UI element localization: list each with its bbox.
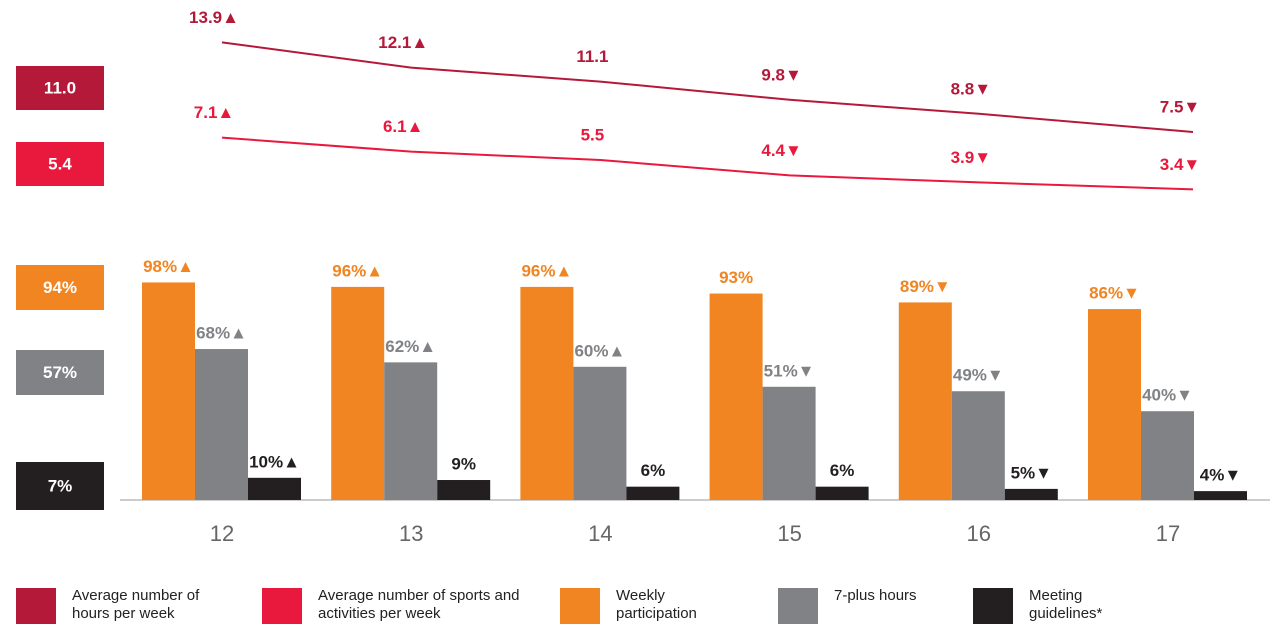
bar-label: 98%▲ <box>143 257 194 276</box>
summary-label: 7% <box>48 476 73 495</box>
bar <box>709 293 763 500</box>
bar <box>520 286 574 500</box>
line <box>221 136 1194 191</box>
line-label: 7.5▼ <box>1160 97 1200 116</box>
bar <box>573 366 627 500</box>
line-label: 4.4▼ <box>761 141 801 160</box>
legend-label: Weekly participation <box>616 587 697 622</box>
bar-label: 6% <box>830 461 855 480</box>
bar <box>437 480 491 500</box>
bar-label: 6% <box>641 461 666 480</box>
line-label: 12.1▲ <box>378 33 428 52</box>
bar <box>951 391 1005 500</box>
bar <box>1004 488 1058 500</box>
bar-label: 62%▲ <box>385 337 436 356</box>
bar <box>331 286 385 500</box>
line-label: 3.9▼ <box>951 148 991 167</box>
summary-label: 57% <box>43 363 77 382</box>
line-label: 7.1▲ <box>194 103 234 122</box>
x-tick-label: 15 <box>777 521 801 546</box>
summary-box <box>16 350 104 395</box>
bar-label: 86%▼ <box>1089 284 1140 303</box>
x-tick-label: 13 <box>399 521 423 546</box>
bar <box>762 386 816 500</box>
bar-label: 4%▼ <box>1200 466 1241 485</box>
bar-label: 89%▼ <box>900 277 951 296</box>
legend-label: Average number of hours per week <box>72 587 200 622</box>
summary-box <box>16 462 104 510</box>
legend-swatch <box>778 588 818 624</box>
summary-label: 94% <box>43 278 77 297</box>
bar <box>384 362 438 500</box>
bar-label: 96%▲ <box>521 261 572 280</box>
bar <box>1194 491 1247 500</box>
legend-swatch <box>16 588 56 624</box>
line-label: 5.5 <box>581 125 605 144</box>
bar-label: 60%▲ <box>574 341 625 360</box>
bar-label: 68%▲ <box>196 324 247 343</box>
bar <box>815 486 869 500</box>
x-tick-label: 16 <box>967 521 991 546</box>
line <box>221 41 1194 133</box>
bar-label: 96%▲ <box>332 261 383 280</box>
summary-label: 5.4 <box>48 154 72 173</box>
bar <box>142 282 195 500</box>
x-tick-label: 14 <box>588 521 612 546</box>
bar <box>195 349 248 500</box>
legend-label: Average number of sports and activities … <box>318 587 520 622</box>
summary-label: 11.0 <box>44 78 76 97</box>
bar-label: 49%▼ <box>953 366 1004 385</box>
legend-swatch <box>973 588 1013 624</box>
bar <box>626 486 680 500</box>
bar-label: 10%▲ <box>249 452 300 471</box>
x-tick-label: 12 <box>210 521 234 546</box>
summary-box <box>16 142 104 186</box>
bar <box>1141 411 1194 500</box>
bar <box>248 477 301 500</box>
legend-label: 7-plus hours <box>834 587 917 604</box>
bar-label: 9% <box>451 455 476 474</box>
legend-swatch <box>262 588 302 624</box>
bar-label: 93% <box>719 268 753 287</box>
line-label: 11.1 <box>576 47 608 66</box>
bar-label: 40%▼ <box>1142 386 1193 405</box>
line-label: 3.4▼ <box>1160 155 1200 174</box>
legend-label: Meeting guidelines* <box>1029 587 1103 622</box>
x-tick-label: 17 <box>1156 521 1180 546</box>
line-label: 13.9▲ <box>189 8 239 27</box>
bar <box>898 302 952 500</box>
bar-label: 5%▼ <box>1011 463 1052 482</box>
line-label: 8.8▼ <box>951 79 991 98</box>
line-label: 9.8▼ <box>761 65 801 84</box>
bar <box>1088 309 1141 500</box>
summary-box <box>16 66 104 110</box>
legend-swatch <box>560 588 600 624</box>
summary-box <box>16 265 104 310</box>
line-label: 6.1▲ <box>383 117 423 136</box>
bar-label: 51%▼ <box>764 361 815 380</box>
